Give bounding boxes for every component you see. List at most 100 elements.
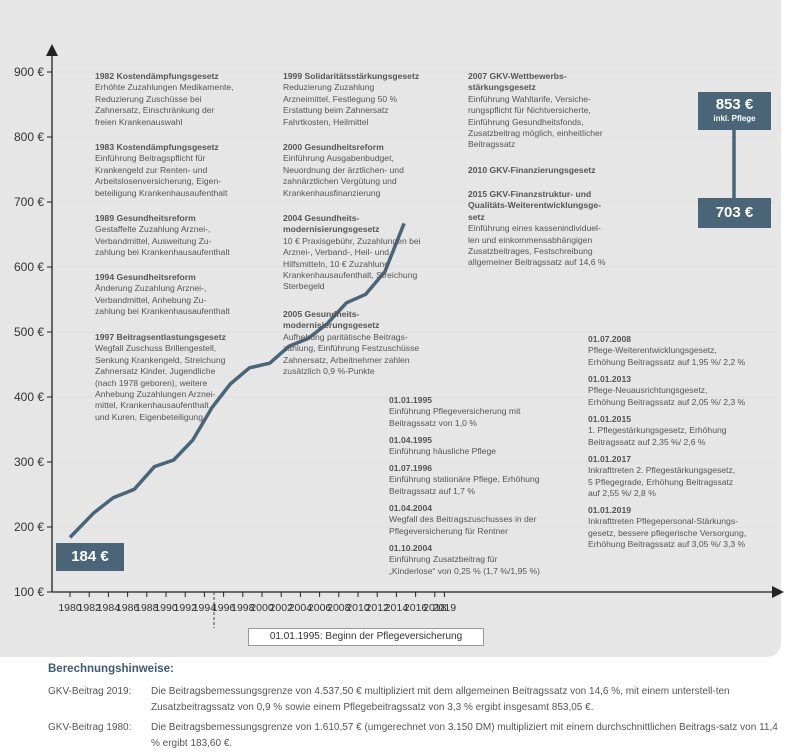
annotation-title: 01.01.2019 — [588, 505, 632, 515]
annotation-2015: 2015 GKV-Finanzstruktur- und Qualitäts-W… — [468, 189, 606, 269]
callout-incl-sublabel: inkl. Pflege — [713, 114, 756, 123]
line-chart: 900 € 800 € 700 € 600 € 500 € 400 € 300 € 200 €… — [14, 44, 784, 628]
annotation-body: Einführung stationäre Pflege, Erhöhung B… — [389, 474, 540, 496]
annotation-title: 2005 Gesundheits- modernisierungsgesetz — [283, 309, 380, 331]
annotation-body: 1. Pflegestärkungsgesetz, Erhöhung Beitr… — [588, 425, 727, 447]
annotation-body: Pflege-Weiterentwicklungsgesetz, Erhöhun… — [588, 345, 746, 367]
x-tick-label: 2014 — [385, 602, 409, 614]
annotation-1999: 1999 Solidaritätsstärkungsgesetz Reduzie… — [283, 71, 419, 128]
annotation-pflege-2017: 01.01.2017 Inkrafttreten 2. Pflegestärku… — [588, 454, 735, 500]
annotation-title: 2010 GKV-Finanzierungsgesetz — [468, 165, 596, 175]
annotation-title: 01.07.1996 — [389, 463, 433, 473]
annotation-body: 10 € Praxisgebühr, Zuzahlungen bei Arzne… — [283, 235, 421, 292]
y-axis-arrow — [46, 44, 58, 56]
annotation-title: 2000 Gesundheitsreform — [283, 142, 384, 152]
annotation-pflege-2004-04: 01.04.2004 Wegfall des Beitragszuschusse… — [389, 503, 536, 537]
y-tick-label: 500 € — [14, 325, 44, 339]
annotation-title: 1989 Gesundheitsreform — [95, 213, 196, 223]
x-tick-label: 2008 — [327, 602, 351, 614]
x-tick-label: 1996 — [212, 602, 236, 614]
x-tick-label: 1990 — [154, 602, 178, 614]
callout-start-value: 184 € — [56, 543, 124, 571]
x-tick-label: 2010 — [346, 602, 370, 614]
x-tick-label: 1986 — [116, 602, 140, 614]
notes-title: Berechnungshinweise: — [48, 663, 174, 675]
y-tick-label: 400 € — [14, 390, 44, 404]
callout-end-value: 703 € — [698, 198, 771, 228]
annotation-pflege-1996: 01.07.1996 Einführung stationäre Pflege,… — [389, 463, 540, 497]
annotation-title: 2015 GKV-Finanzstruktur- und Qualitäts-W… — [468, 189, 602, 222]
annotation-pflege-2013: 01.01.2013 Pflege-Neuausrichtungsgesetz,… — [588, 374, 745, 408]
annotation-body: Einführung eines kassenindividuel- len u… — [468, 223, 606, 268]
y-tick-label: 300 € — [14, 455, 44, 469]
annotation-title: 1999 Solidaritätsstärkungsgesetz — [283, 71, 420, 81]
y-tick-label: 600 € — [14, 260, 44, 274]
annotation-body: Gestaffelte Zuzahlung Arznei-, Verbandmi… — [95, 224, 230, 258]
annotation-title: 01.01.1995 — [389, 395, 433, 405]
annotation-body: Einführung Zusatzbeitrag für „Kinderlose… — [389, 554, 540, 576]
note-text: Die Beitragsbemessungsgrenze von 4.537,5… — [151, 686, 730, 713]
annotation-title: 01.01.2017 — [588, 454, 632, 464]
annotation-pflege-2015: 01.01.2015 1. Pflegestärkungsgesetz, Erh… — [588, 414, 727, 448]
callout-incl-value: 853 € — [715, 96, 754, 113]
annotation-1997: 1997 Beitragsentlastungsgesetz Wegfall Z… — [95, 332, 226, 423]
grid — [56, 71, 775, 528]
annotation-body: Einführung häusliche Pflege — [389, 446, 497, 457]
annotation-title: 01.01.2015 — [588, 414, 632, 424]
annotation-body: Einführung Ausgabenbudget, Neuordnung de… — [283, 153, 404, 198]
note-row: GKV-Beitrag 2019: Die Beitragsbemessungs… — [48, 684, 788, 715]
y-tick-labels: 900 € 800 € 700 € 600 € 500 € 400 € 300 € 200 €… — [14, 65, 44, 599]
x-tick-label: 1980 — [58, 602, 82, 614]
pflege-begin-label: 01.01.1995: Beginn der Pflegeversicherun… — [248, 628, 484, 646]
x-tick-label: 2004 — [289, 602, 313, 614]
annotation-title: 01.07.2008 — [588, 334, 632, 344]
x-tick-label: 2012 — [366, 602, 390, 614]
x-tick-label: 2016 — [404, 602, 428, 614]
y-tick-label: 700 € — [14, 195, 44, 209]
annotation-pflege-2004-10: 01.10.2004 Einführung Zusatzbeitrag für … — [389, 543, 540, 577]
note-label: GKV-Beitrag 1980: — [48, 722, 132, 733]
annotation-pflege-2008: 01.07.2008 Pflege-Weiterentwicklungsgese… — [588, 334, 745, 368]
series-line — [68, 222, 406, 539]
annotation-2010: 2010 GKV-Finanzierungsgesetz — [468, 165, 596, 176]
annotation-body: Pflege-Neuausrichtungsgesetz, Erhöhung B… — [588, 385, 746, 407]
annotation-2007: 2007 GKV-Wettbewerbs- stärkungsgesetz Ei… — [468, 71, 603, 151]
annotation-1983: 1983 Kostendämpfungsgesetz Einführung Be… — [95, 142, 227, 199]
annotation-title: 01.10.2004 — [389, 543, 433, 553]
annotation-title: 1982 Kostendämpfungsgesetz — [95, 71, 219, 81]
annotation-body: Aufhebung paritätische Beitrags- zahlung… — [283, 331, 420, 377]
annotation-pflege-1995-04: 01.04.1995 Einführung häusliche Pflege — [389, 435, 496, 458]
annotation-1982a: 1982 Kostendämpfungsgesetz Erhöhte Zuzah… — [95, 71, 234, 128]
x-tick-labels: 1980198219841986198819901992199419961998… — [58, 602, 456, 614]
annotation-title: 01.04.1995 — [389, 435, 433, 445]
annotation-body: Inkrafttreten 2. Pflegestärkungsgesetz, … — [588, 465, 736, 499]
note-text: Die Beitragsbemessungsgrenze von 1.610,5… — [151, 722, 778, 749]
x-tick-label: 1992 — [174, 602, 198, 614]
annotation-body: Änderung Zuzahlung Arznei-, Verbandmitte… — [95, 283, 230, 317]
annotation-body: Erhöhte Zuzahlungen Medikamente, Reduzie… — [95, 82, 234, 127]
annotation-title: 01.01.2013 — [588, 374, 632, 384]
annotation-1989: 1989 Gesundheitsreform Gestaffelte Zuzah… — [95, 213, 230, 259]
annotation-pflege-2019: 01.01.2019 Inkrafttreten Pflegepersonal-… — [588, 505, 746, 551]
x-tick-label: 2000 — [250, 602, 274, 614]
annotation-title: 1983 Kostendämpfungsgesetz — [95, 142, 219, 152]
annotation-body: Einführung Beitragspflicht für Krankenge… — [95, 153, 228, 198]
annotation-body: Wegfall Zuschuss Brillengestell, Senkung… — [95, 343, 226, 422]
axes — [46, 44, 784, 628]
x-tick-label: 1988 — [135, 602, 159, 614]
y-tick-label: 100 € — [14, 585, 44, 599]
annotation-2004: 2004 Gesundheits- modernisierungsgesetz … — [283, 213, 421, 293]
x-tick-label: 1994 — [193, 602, 217, 614]
note-row: GKV-Beitrag 1980: Die Beitragsbemessungs… — [48, 720, 788, 751]
x-tick-label: 1984 — [97, 602, 121, 614]
annotation-2005: 2005 Gesundheits- modernisierungsgesetz … — [283, 309, 419, 377]
annotation-body: Wegfall des Beitragszuschusses in der Pf… — [389, 514, 537, 536]
chart-panel — [0, 0, 781, 657]
annotation-title: 1997 Beitragsentlastungsgesetz — [95, 332, 226, 342]
calculation-notes: Berechnungshinweise: GKV-Beitrag 2019: D… — [48, 663, 788, 756]
annotation-body: Reduzierung Zuzahlung Arzneimittel, Fest… — [283, 82, 398, 127]
annotation-title: 2004 Gesundheits- modernisierungsgesetz — [283, 213, 380, 235]
y-tick-label: 900 € — [14, 65, 44, 79]
x-tick-label: 1998 — [231, 602, 255, 614]
annotation-pflege-1995-01: 01.01.1995 Einführung Pflegeversicherung… — [389, 395, 520, 429]
